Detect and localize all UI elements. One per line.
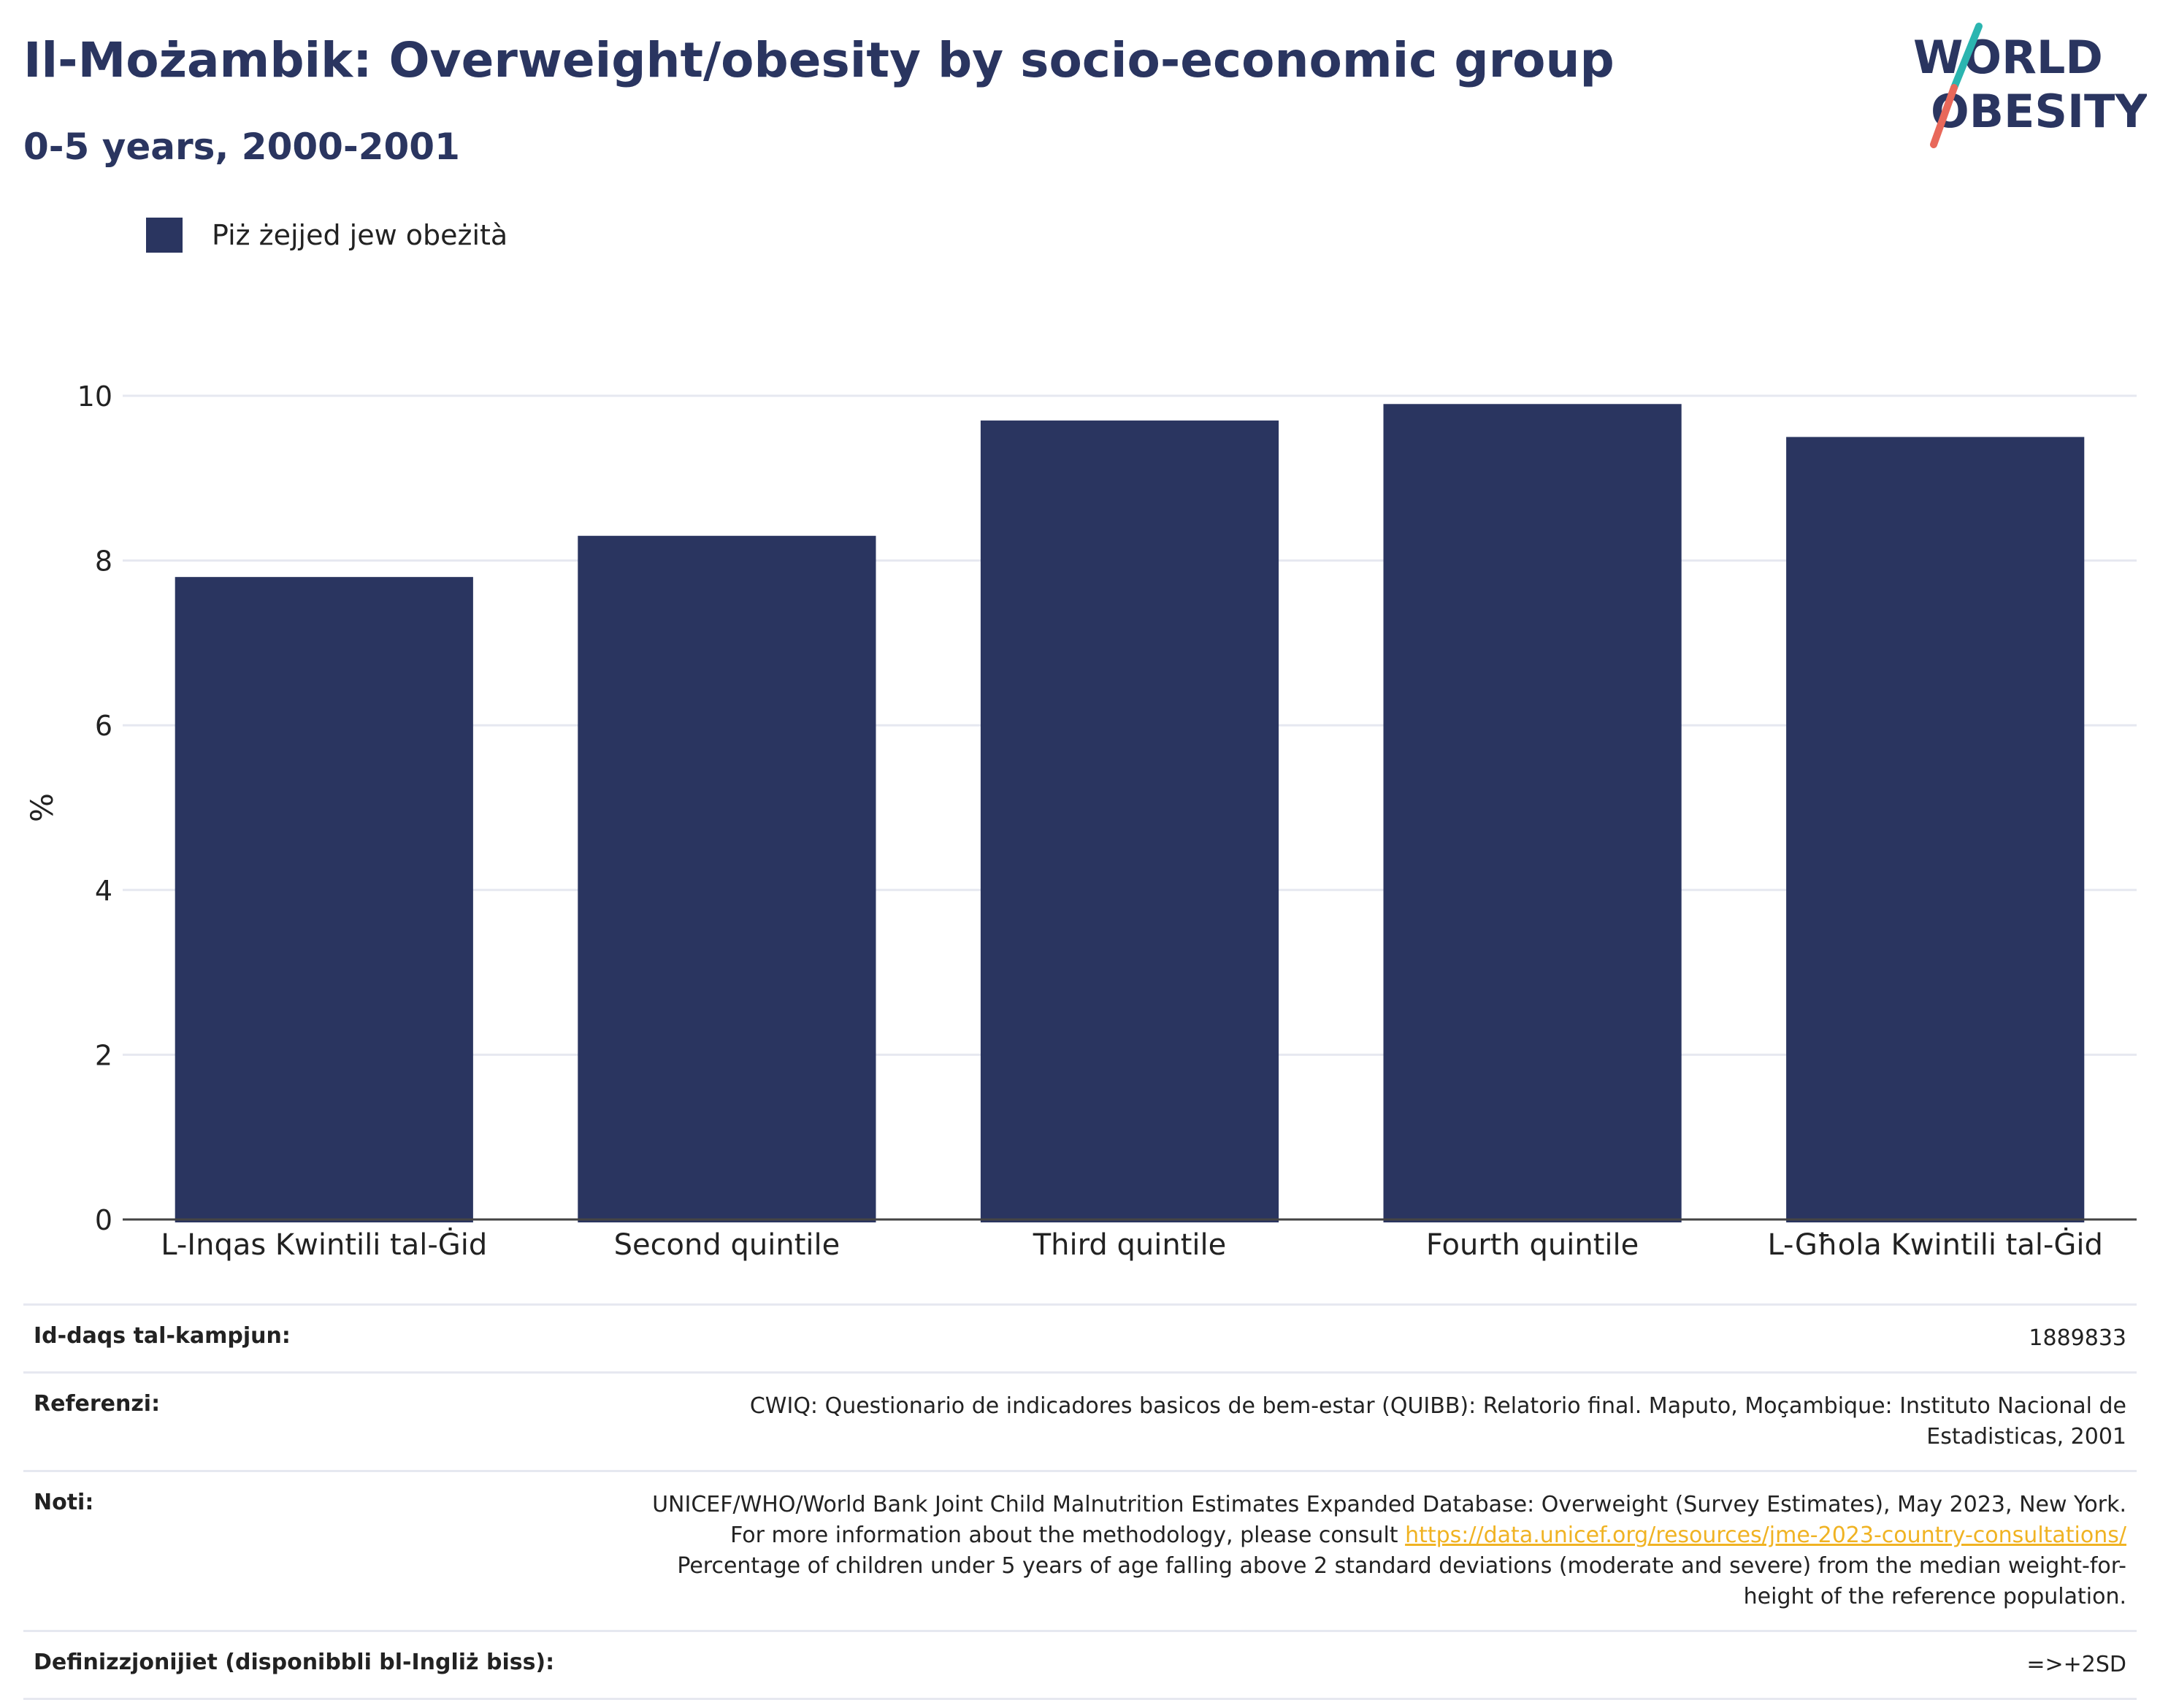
notes-value: UNICEF/WHO/World Bank Joint Child Malnut… (629, 1490, 2126, 1612)
axes: 0 2 4 6 8 10% L-Inqas Kwintili tal-Ġid Second q… (24, 380, 2137, 1262)
references-label: Referenzi: (34, 1391, 161, 1417)
logo-slash-red (1930, 84, 1958, 148)
x-tick-label: Fourth quintile (1426, 1228, 1639, 1262)
y-tick-label: 4 (95, 875, 112, 907)
bar (578, 535, 876, 1222)
logo-slash-teal (1950, 23, 1983, 91)
y-tick-label: 8 (95, 545, 112, 578)
x-tick-label: Second quintile (614, 1228, 840, 1262)
references-row: Referenzi: CWIQ: Questionario de indicad… (23, 1371, 2137, 1470)
bar (980, 420, 1279, 1222)
x-tick-label: L-Inqas Kwintili tal-Ġid (161, 1227, 487, 1262)
bar (1786, 437, 2085, 1222)
chart-legend: Piż żejjed jew obeżità (146, 216, 508, 254)
notes-row: Noti: UNICEF/WHO/World Bank Joint Child … (23, 1470, 2137, 1630)
bar (1383, 404, 1682, 1222)
sample-size-row: Id-daqs tal-kampjun: 1889833 (23, 1303, 2137, 1371)
page-subtitle: 0-5 years, 2000-2001 (23, 126, 460, 168)
definitions-label: Definizzjonijiet (disponibbli bl-Ingliż … (34, 1650, 555, 1675)
sample-size-label: Id-daqs tal-kampjun: (34, 1323, 291, 1349)
y-tick-label: 2 (95, 1039, 112, 1071)
notes-label: Noti: (34, 1490, 94, 1515)
y-tick-label: 0 (95, 1204, 112, 1236)
page-title: Il-Możambik: Overweight/obesity by socio… (23, 32, 1615, 88)
legend-label: Piż żejjed jew obeżità (212, 219, 508, 251)
world-obesity-logo: WORLD OBESITY (1913, 23, 2147, 148)
methodology-link[interactable]: https://data.unicef.org/resources/jme-20… (1405, 1523, 2126, 1548)
y-tick-label: 6 (95, 710, 112, 742)
y-tick-label: 10 (77, 380, 112, 413)
metadata-table: Id-daqs tal-kampjun: 1889833 Referenzi: … (23, 1303, 2137, 1700)
notes-text-2: Percentage of children under 5 years of … (677, 1553, 2126, 1609)
x-tick-label: Third quintile (1033, 1228, 1226, 1262)
x-tick-label: L-Għola Kwintili tal-Ġid (1767, 1227, 2102, 1262)
sample-size-value: 1889833 (2029, 1325, 2126, 1351)
definitions-value: =>+2SD (2026, 1652, 2126, 1677)
legend-swatch (146, 218, 183, 253)
references-value: CWIQ: Questionario de indicadores basico… (749, 1393, 2126, 1449)
definitions-row: Definizzjonijiet (disponibbli bl-Ingliż … (23, 1630, 2137, 1700)
logo-line2: OBESITY (1931, 85, 2147, 138)
y-axis-label: % (24, 793, 60, 822)
bars (175, 404, 2085, 1222)
logo-line1: WORLD (1913, 31, 2103, 84)
notes-text-1: UNICEF/WHO/World Bank Joint Child Malnut… (652, 1492, 2126, 1548)
bar (175, 577, 473, 1222)
bar-chart: 0 2 4 6 8 10% L-Inqas Kwintili tal-Ġid Second q… (24, 380, 2137, 1262)
